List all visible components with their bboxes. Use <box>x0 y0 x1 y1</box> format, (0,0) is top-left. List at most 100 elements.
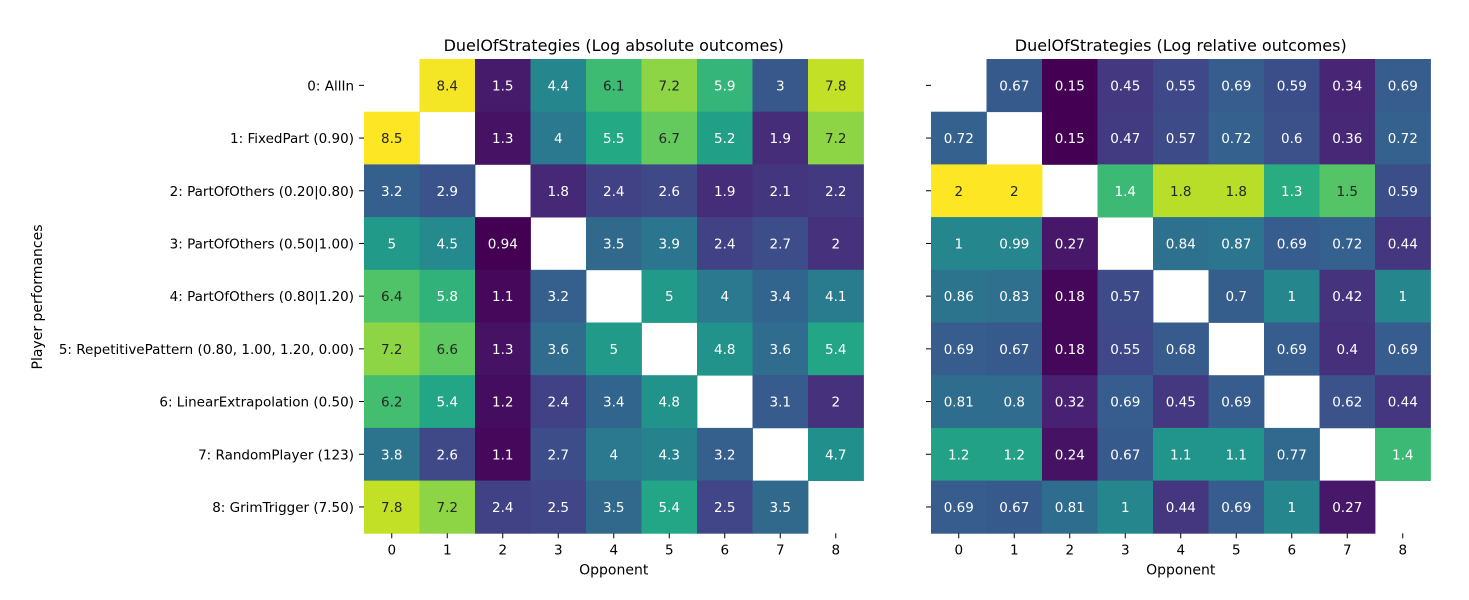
cell-value-label: 2.6 <box>437 447 458 463</box>
cell-value-label: 5.4 <box>659 500 680 516</box>
cell-value-label: 0.27 <box>1055 236 1085 252</box>
heatmap-cell <box>364 375 420 429</box>
cell-value-label: 0.69 <box>1221 500 1251 516</box>
heatmap-cell <box>530 164 587 218</box>
cell-value-label: 0.36 <box>1332 131 1362 147</box>
cell-value-label: 1.9 <box>714 184 735 200</box>
cell-value-label: 0.72 <box>1332 236 1362 252</box>
cell-value-label: 1.5 <box>492 78 513 94</box>
x-tick-label: 1 <box>443 542 452 558</box>
heatmap-cell <box>641 375 698 429</box>
cell-value-label: 0.67 <box>999 500 1029 516</box>
cell-value-label: 0.69 <box>1110 395 1140 411</box>
cell-value-label: 3.1 <box>770 395 791 411</box>
heatmap-cell <box>808 375 864 429</box>
heatmap-cell <box>641 59 698 113</box>
heatmap-cell <box>586 217 642 271</box>
cell-value-label: 0.55 <box>1166 78 1196 94</box>
cell-value-label: 1.3 <box>492 131 513 147</box>
heatmap-cell <box>1097 269 1154 323</box>
heatmap-cell <box>1097 59 1154 113</box>
cell-value-label: 0.86 <box>944 289 974 305</box>
y-tick-label: 4: PartOfOthers (0.80|1.20) <box>170 289 354 305</box>
heatmap-cell <box>641 111 698 165</box>
cell-value-label: 5 <box>609 342 618 358</box>
cell-value-label: 5.4 <box>437 395 458 411</box>
heatmap-cell <box>1264 480 1320 534</box>
heatmap-cell <box>808 322 864 376</box>
cell-value-label: 1.3 <box>1281 184 1302 200</box>
cell-value-label: 0.45 <box>1166 395 1196 411</box>
cell-value-label: 0.77 <box>1277 447 1307 463</box>
heatmap-cell <box>641 427 698 481</box>
heatmap-cell <box>586 427 642 481</box>
heatmap-cell <box>1319 375 1376 429</box>
x-tick-label: 4 <box>609 542 618 558</box>
cell-value-label: 3.6 <box>770 342 791 358</box>
cell-value-label: 0.7 <box>1226 289 1247 305</box>
y-tick-label: 7: RandomPlayer (123) <box>198 447 354 463</box>
cell-value-label: 0.69 <box>1277 236 1307 252</box>
heatmap-cell <box>1319 269 1376 323</box>
cell-value-label: 0.83 <box>999 289 1029 305</box>
cell-value-label: 0.67 <box>999 78 1029 94</box>
heatmap-cell <box>1042 322 1098 376</box>
cell-value-label: 0.99 <box>999 236 1029 252</box>
cell-value-label: 2.5 <box>714 500 735 516</box>
heatmap-cell <box>1208 269 1265 323</box>
y-tick-label: 2: PartOfOthers (0.20|0.80) <box>170 184 354 200</box>
x-tick-label: 8 <box>831 542 840 558</box>
heatmap-cell <box>1264 217 1320 271</box>
cell-value-label: 4.1 <box>825 289 846 305</box>
heatmap-cell <box>364 427 420 481</box>
heatmap-cell <box>808 217 864 271</box>
heatmap-cell <box>1097 375 1154 429</box>
heatmap-cell <box>419 164 476 218</box>
cell-value-label: 4 <box>554 131 563 147</box>
cell-value-label: 3.5 <box>770 500 791 516</box>
cell-value-label: 0.59 <box>1388 184 1418 200</box>
heatmap-cell <box>697 480 753 534</box>
heatmap-cell <box>1319 111 1376 165</box>
cell-value-label: 5.4 <box>825 342 846 358</box>
cell-value-label: 2 <box>831 236 840 252</box>
cell-value-label: 3.2 <box>548 289 569 305</box>
heatmap-cell <box>1097 164 1154 218</box>
heatmap-cell <box>808 427 864 481</box>
cell-value-label: 2.1 <box>770 184 791 200</box>
heatmap-cell <box>931 427 987 481</box>
heatmap-cell <box>586 322 642 376</box>
cell-value-label: 2.2 <box>825 184 846 200</box>
cell-value-label: 0.94 <box>488 236 518 252</box>
cell-value-label: 0.72 <box>944 131 974 147</box>
heatmap-cell <box>1042 269 1098 323</box>
cell-value-label: 0.67 <box>1110 447 1140 463</box>
heatmap-cell <box>1153 427 1209 481</box>
heatmap-cell <box>752 59 809 113</box>
cell-value-label: 7.2 <box>381 342 402 358</box>
heatmap-cell <box>1375 322 1431 376</box>
heatmap-cell <box>475 322 531 376</box>
cell-value-label: 0.67 <box>999 342 1029 358</box>
x-tick-label: 3 <box>1121 542 1130 558</box>
heatmap-cell <box>1319 322 1376 376</box>
heatmap-cell <box>641 217 698 271</box>
heatmap-cell <box>752 217 809 271</box>
cell-value-label: 0.57 <box>1110 289 1140 305</box>
heatmap-cell <box>1264 59 1320 113</box>
heatmap-panel-1: DuelOfStrategies (Log relative outcomes)… <box>926 36 1431 578</box>
heatmap-cell <box>697 217 753 271</box>
heatmap-cell <box>1375 164 1431 218</box>
heatmap-cell <box>931 480 987 534</box>
cell-value-label: 0.44 <box>1388 395 1418 411</box>
cell-value-label: 1 <box>1398 289 1407 305</box>
heatmap-cell <box>1042 59 1098 113</box>
cell-value-label: 6.2 <box>381 395 402 411</box>
x-tick-label: 8 <box>1398 542 1407 558</box>
cell-value-label: 0.59 <box>1277 78 1307 94</box>
heatmap-cell <box>419 375 476 429</box>
x-axis-label: Opponent <box>1146 562 1216 578</box>
heatmap-cell <box>931 269 987 323</box>
cell-value-label: 0.69 <box>1388 78 1418 94</box>
cell-value-label: 5.5 <box>603 131 624 147</box>
